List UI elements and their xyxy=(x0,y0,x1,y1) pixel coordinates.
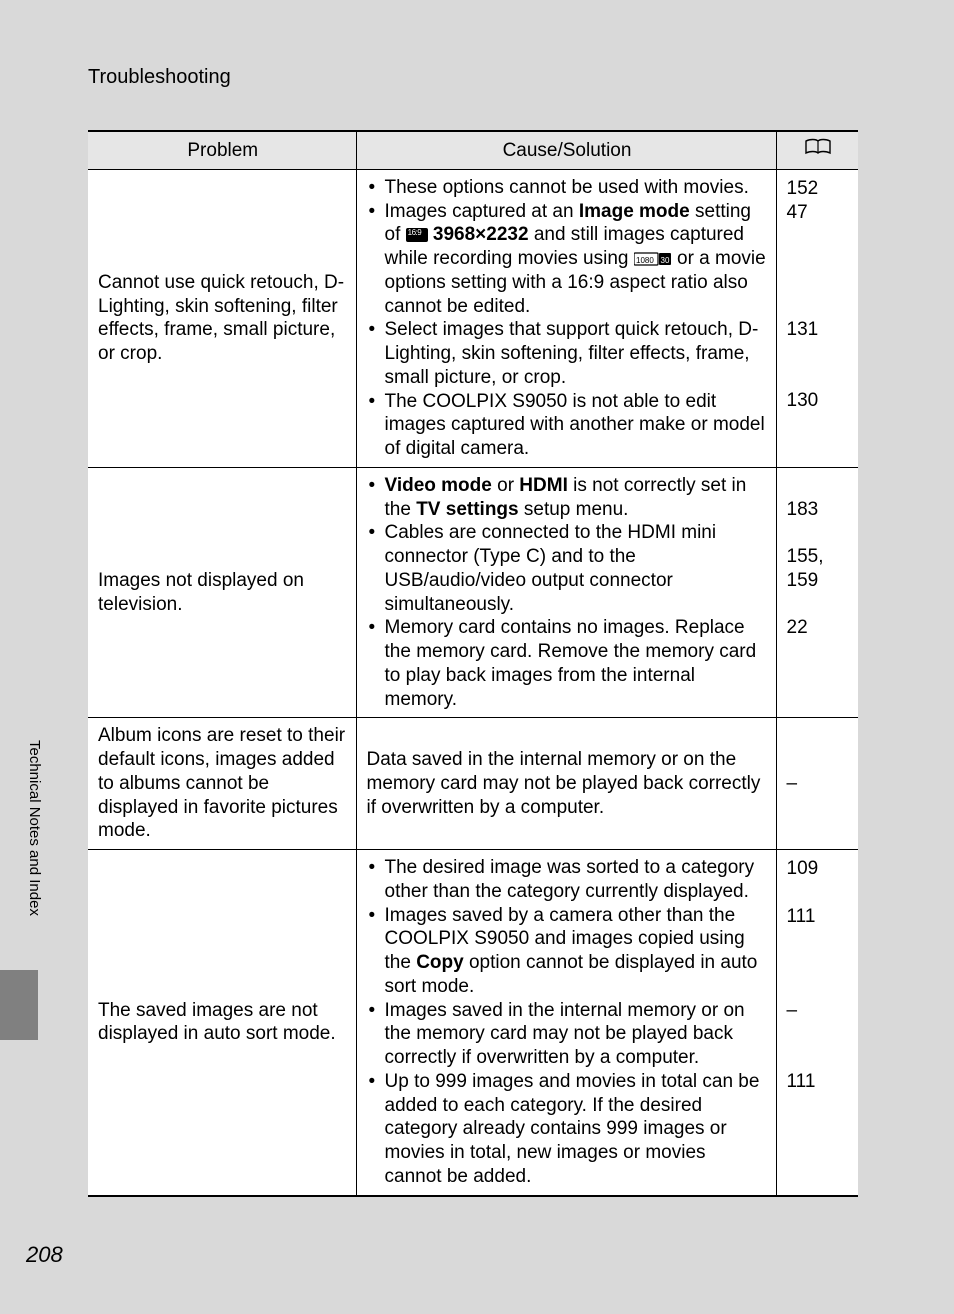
section-heading: Troubleshooting xyxy=(88,66,231,89)
cause-item: Video mode or HDMI is not correctly set … xyxy=(367,474,768,522)
problem-cell: Cannot use quick retouch, D-Lighting, sk… xyxy=(88,169,356,467)
reference-page: 109 xyxy=(787,857,851,881)
reference-page xyxy=(787,640,851,664)
cause-item: The COOLPIX S9050 is not able to edit im… xyxy=(367,390,768,461)
reference-page xyxy=(787,271,851,295)
col-cause-header: Cause/Solution xyxy=(356,131,776,169)
reference-page xyxy=(787,1093,851,1117)
manual-page: Troubleshooting Problem Cause/Solution C… xyxy=(0,0,954,1314)
reference-page xyxy=(787,436,851,460)
reference-page xyxy=(787,1046,851,1070)
reference-page xyxy=(787,1023,851,1047)
reference-page: 183 xyxy=(787,498,851,522)
reference-page: 131 xyxy=(787,318,851,342)
side-tab: Technical Notes and Index xyxy=(0,740,46,916)
col-problem-header: Problem xyxy=(88,131,356,169)
problem-cell: Images not displayed on television. xyxy=(88,467,356,718)
side-tab-label: Technical Notes and Index xyxy=(0,740,43,916)
reference-page: 47 xyxy=(787,201,851,225)
cause-item: Images saved in the internal memory or o… xyxy=(367,999,768,1070)
reference-page xyxy=(787,664,851,688)
reference-page xyxy=(787,881,851,905)
reference-page xyxy=(787,1164,851,1188)
cause-item: Cables are connected to the HDMI mini co… xyxy=(367,521,768,616)
svg-text:30: 30 xyxy=(660,256,669,265)
movie-1080-icon: 1080 30 xyxy=(634,249,672,263)
cause-cell: Data saved in the internal memory or on … xyxy=(356,718,776,850)
reference-page xyxy=(787,593,851,617)
cause-item: The desired image was sorted to a catego… xyxy=(367,856,768,904)
reference-page xyxy=(787,295,851,319)
reference-page xyxy=(787,952,851,976)
table-row: Cannot use quick retouch, D-Lighting, sk… xyxy=(88,169,858,467)
reference-page xyxy=(787,413,851,437)
svg-text:1080: 1080 xyxy=(636,256,654,265)
reference-page xyxy=(787,1140,851,1164)
problem-cell: Album icons are reset to their default i… xyxy=(88,718,356,850)
reference-page: 111 xyxy=(787,1070,851,1094)
cause-item: Up to 999 images and movies in total can… xyxy=(367,1070,768,1189)
reference-cell: 109 111 – 111 xyxy=(776,850,858,1196)
aspect-16-9-icon xyxy=(406,228,428,242)
reference-page xyxy=(787,248,851,272)
reference-page xyxy=(787,928,851,952)
cause-cell: Video mode or HDMI is not correctly set … xyxy=(356,467,776,718)
reference-page: 22 xyxy=(787,616,851,640)
cause-item: Images captured at an Image mode setting… xyxy=(367,200,768,319)
cause-item: These options cannot be used with movies… xyxy=(367,176,768,200)
problem-cell: The saved images are not displayed in au… xyxy=(88,850,356,1196)
reference-cell: – xyxy=(776,718,858,850)
troubleshooting-table: Problem Cause/Solution Cannot use quick … xyxy=(88,130,858,1197)
cause-item: Select images that support quick retouch… xyxy=(367,318,768,389)
reference-page xyxy=(787,366,851,390)
table-header-row: Problem Cause/Solution xyxy=(88,131,858,169)
reference-cell: 183 155,159 22 xyxy=(776,467,858,718)
book-icon xyxy=(804,138,832,156)
reference-page: 155, xyxy=(787,545,851,569)
cause-item: Images saved by a camera other than the … xyxy=(367,904,768,999)
cause-text: Data saved in the internal memory or on … xyxy=(367,748,768,819)
reference-page xyxy=(787,224,851,248)
table-row: Images not displayed on television.Video… xyxy=(88,467,858,718)
side-tab-marker xyxy=(0,970,38,1040)
reference-page: 130 xyxy=(787,389,851,413)
col-ref-header xyxy=(776,131,858,169)
reference-page: 159 xyxy=(787,569,851,593)
reference-page xyxy=(787,342,851,366)
reference-cell: 15247 131 130 xyxy=(776,169,858,467)
reference-page: – xyxy=(787,999,851,1023)
cause-item: Memory card contains no images. Replace … xyxy=(367,616,768,711)
cause-cell: These options cannot be used with movies… xyxy=(356,169,776,467)
table-row: Album icons are reset to their default i… xyxy=(88,718,858,850)
page-number: 208 xyxy=(26,1242,63,1268)
reference-page xyxy=(787,522,851,546)
reference-page xyxy=(787,975,851,999)
reference-page xyxy=(787,1117,851,1141)
table-row: The saved images are not displayed in au… xyxy=(88,850,858,1196)
cause-cell: The desired image was sorted to a catego… xyxy=(356,850,776,1196)
reference-page: 152 xyxy=(787,177,851,201)
reference-page: 111 xyxy=(787,905,851,929)
